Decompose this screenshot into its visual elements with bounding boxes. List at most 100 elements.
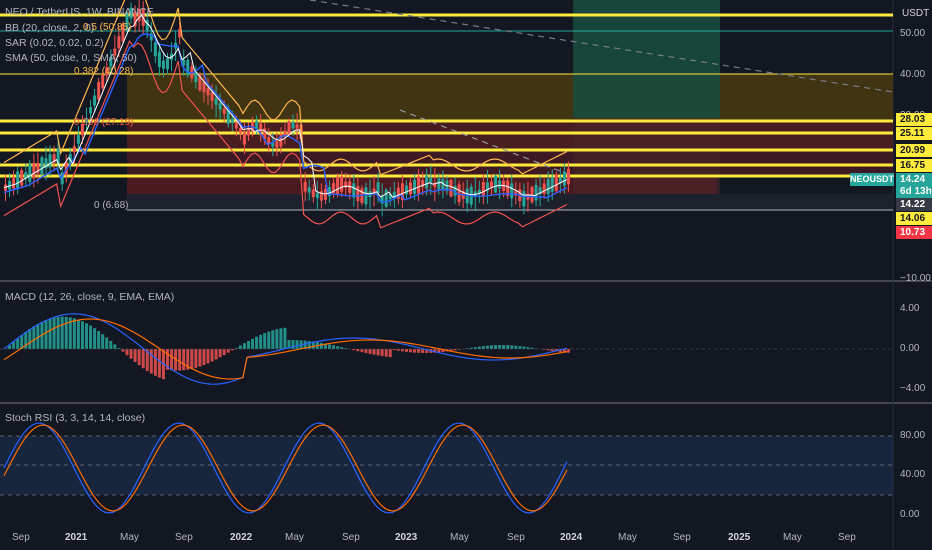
macd-histogram-bar — [437, 349, 441, 353]
symbol-title[interactable]: NEO / TetherUS, 1W, BINANCE — [5, 6, 154, 18]
time-axis-label: May — [285, 532, 304, 543]
candle-body — [234, 123, 238, 129]
candle-body — [210, 92, 214, 101]
candle-body — [202, 81, 206, 93]
price-axis-label: 40.00 — [900, 69, 926, 80]
macd-histogram-bar — [546, 349, 550, 351]
macd-histogram-bar — [360, 349, 364, 353]
candle-body — [64, 161, 68, 176]
candle-body — [384, 189, 388, 207]
macd-histogram-bar — [279, 328, 283, 349]
candle-body — [32, 162, 36, 179]
candle-body — [409, 182, 412, 195]
candle-body — [542, 183, 546, 194]
macd-histogram-bar — [182, 349, 186, 371]
price-axis-label: 50.00 — [900, 28, 926, 39]
fib-level-label: 0.236 (27.19) — [74, 117, 134, 128]
price-tag: 6d 13h — [896, 185, 932, 198]
macd-legend[interactable]: MACD (12, 26, close, 9, EMA, EMA) — [5, 291, 175, 303]
candle-body — [230, 118, 234, 124]
time-axis-label: May — [618, 532, 637, 543]
bb-lower-line — [3, 39, 568, 229]
bb-upper-line — [3, 0, 568, 176]
currency-label[interactable]: USDT — [902, 8, 930, 19]
candle-body — [76, 135, 80, 144]
candle-body — [267, 137, 271, 144]
macd-histogram-bar — [85, 323, 88, 349]
time-axis-label: 2021 — [65, 532, 88, 543]
indicator-sar-legend[interactable]: SAR (0.02, 0.02, 0.2) — [5, 37, 104, 49]
candle-body — [425, 175, 429, 189]
macd-histogram-bar — [145, 349, 149, 372]
fib-zone — [127, 121, 893, 151]
candle-body — [554, 174, 558, 191]
stoch-rsi-legend[interactable]: Stoch RSI (3, 3, 14, 14, close) — [5, 412, 146, 424]
macd-histogram-bar — [218, 349, 222, 358]
macd-histogram-bar — [364, 349, 368, 354]
macd-line — [3, 313, 568, 385]
macd-histogram-bar — [319, 342, 323, 349]
candle-body — [530, 187, 534, 203]
candle-body — [145, 20, 149, 31]
candle-body — [485, 182, 489, 191]
macd-histogram-bar — [157, 349, 161, 378]
macd-histogram-bar — [372, 349, 376, 355]
macd-histogram-bar — [490, 345, 493, 349]
macd-histogram-bar — [129, 349, 133, 359]
candle-body — [109, 56, 113, 67]
macd-histogram-bar — [60, 316, 64, 349]
macd-histogram-bar — [275, 329, 279, 349]
macd-histogram-bar — [105, 337, 109, 349]
indicator-sma-legend[interactable]: SMA (50, close, 0, SMA, 50) — [5, 52, 137, 64]
macd-histogram-bar — [109, 340, 113, 349]
time-axis-label: 2025 — [728, 532, 751, 543]
fib-level-label: 0.5 (50.85) — [83, 22, 132, 33]
candle-body — [93, 95, 97, 106]
macd-histogram-bar — [271, 330, 275, 349]
time-axis-label: 2022 — [230, 532, 253, 543]
candle-body — [287, 121, 291, 135]
candle-body — [105, 67, 109, 76]
stoch-axis-label: 0.00 — [900, 509, 920, 520]
indicator-bb-legend[interactable]: BB (20, close, 2, 0) — [5, 22, 95, 34]
candle-body — [295, 124, 299, 129]
candle-body — [255, 120, 259, 130]
price-tag: 20.99 — [896, 144, 932, 157]
candle-body — [433, 182, 437, 188]
macd-histogram-bar — [24, 331, 28, 349]
macd-histogram-bar — [121, 349, 125, 352]
candle-body — [56, 148, 60, 164]
candle-body — [376, 182, 380, 194]
macd-histogram-bar — [336, 346, 340, 349]
macd-histogram-bar — [186, 349, 190, 370]
candle-body — [283, 130, 287, 137]
candle-body — [392, 191, 396, 199]
candle-body — [206, 88, 210, 96]
macd-histogram-bar — [340, 347, 344, 349]
price-tag: 16.75 — [896, 159, 932, 172]
macd-histogram-bar — [433, 349, 437, 353]
macd-histogram-bar — [328, 344, 331, 349]
candle-body — [522, 191, 526, 207]
candle-body — [510, 183, 514, 199]
stoch-axis-label: 80.00 — [900, 430, 926, 441]
symbol-badge: NEOUSDT — [850, 173, 895, 186]
time-axis-label: Sep — [175, 532, 193, 543]
candle-body — [101, 74, 105, 89]
macd-histogram-bar — [380, 349, 384, 357]
candle-body — [161, 60, 165, 69]
candle-body — [259, 123, 263, 133]
candle-body — [404, 185, 408, 195]
candle-body — [319, 191, 323, 201]
candle-body — [477, 189, 481, 194]
macd-histogram-bar — [133, 349, 137, 363]
macd-histogram-bar — [32, 326, 36, 349]
price-tag: 28.03 — [896, 113, 932, 126]
candle-body — [550, 177, 554, 193]
macd-histogram-bar — [494, 345, 498, 349]
candle-body — [421, 180, 425, 187]
macd-histogram-bar — [214, 349, 218, 360]
macd-histogram-bar — [522, 346, 526, 349]
price-tag: 14.24 — [896, 173, 932, 186]
